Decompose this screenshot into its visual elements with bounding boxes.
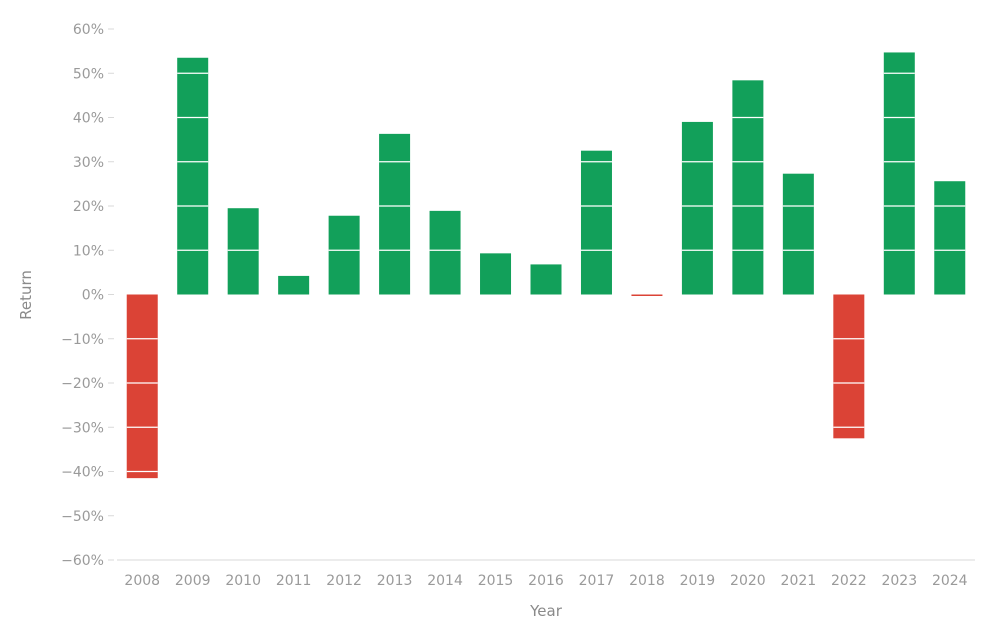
x-tick-label: 2018 [629,573,665,589]
x-tick-label: 2010 [225,573,261,589]
x-tick-label: 2023 [881,573,917,589]
bar-2014 [429,210,461,295]
bar-2008 [126,294,158,479]
x-tick-label: 2019 [680,573,716,589]
bar-2023 [883,52,915,295]
y-tick-label: 10% [73,243,104,259]
bar-2020 [732,80,764,295]
y-tick-label: 0% [82,288,104,304]
y-axis: −60% −50% −40% −30% −20% −10% 0% 10% 20% 30% 40% 50… [61,22,114,569]
bar-2012 [328,215,360,295]
bar-2011 [278,275,310,295]
y-tick-label: −60% [61,553,104,569]
x-tick-label: 2014 [427,573,463,589]
x-tick-label: 2016 [528,573,564,589]
x-tick-label: 2013 [377,573,413,589]
x-axis: 2008 2009 2010 2011 2012 2013 2014 2015 2016 2017… [124,573,967,589]
x-tick-label: 2015 [478,573,514,589]
x-tick-label: 2009 [175,573,211,589]
y-tick-label: 50% [73,66,104,82]
x-tick-label: 2021 [781,573,817,589]
y-tick-label: 30% [73,155,104,171]
x-tick-label: 2008 [124,573,160,589]
y-tick-label: 20% [73,199,104,215]
x-tick-label: 2017 [579,573,615,589]
bar-2021 [782,173,814,295]
bars-group [126,52,966,479]
x-tick-label: 2022 [831,573,867,589]
y-tick-label: −10% [61,332,104,348]
bar-2024 [934,181,966,295]
bar-2019 [681,121,713,295]
x-axis-title: Year [529,602,563,620]
x-tick-label: 2020 [730,573,766,589]
y-tick-label: −50% [61,509,104,525]
bar-2015 [480,253,512,295]
y-axis-title: Return [17,270,35,320]
bar-2017 [580,150,612,295]
bar-2016 [530,264,562,295]
y-tick-label: −20% [61,376,104,392]
x-tick-label: 2012 [326,573,362,589]
y-tick-label: −30% [61,420,104,436]
y-tick-label: 60% [73,22,104,38]
x-tick-label: 2011 [276,573,312,589]
y-tick-label: 40% [73,111,104,127]
bar-2018 [631,294,663,296]
bar-2013 [379,133,411,295]
x-tick-label: 2024 [932,573,968,589]
bar-2010 [227,208,259,295]
bar-2022 [833,294,865,439]
y-tick-label: −40% [61,465,104,481]
bar-2009 [177,57,209,295]
